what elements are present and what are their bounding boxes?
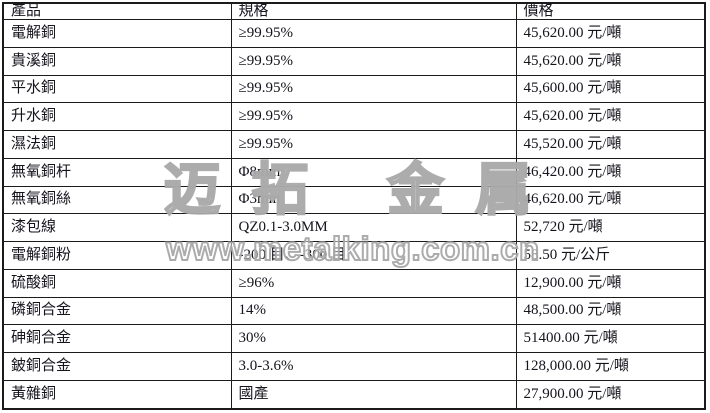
product-cell: 電解銅 <box>2 19 232 48</box>
spec-cell: -200 目、-300 目 <box>230 241 517 270</box>
column-header-spec: 規格 <box>230 2 517 20</box>
spec-cell: ≥99.95% <box>230 102 517 131</box>
price-cell: 27,900.00 元/噸 <box>515 379 706 410</box>
price-table: 產品 規格 價格 電解銅 ≥99.95% 45,620.00 元/噸 貴溪銅 ≥99.9… <box>2 2 706 410</box>
price-cell: 58.50 元/公斤 <box>515 241 706 270</box>
price-cell: 52,720 元/噸 <box>515 213 706 242</box>
product-cell: 升水銅 <box>2 102 232 131</box>
product-cell: 電解銅粉 <box>2 241 232 270</box>
product-cell: 無氧銅絲 <box>2 185 232 215</box>
price-cell: 45,600.00 元/噸 <box>515 74 706 104</box>
table-row: 濕法銅 ≥99.95% 45,520.00 元/噸 <box>2 130 706 159</box>
price-cell: 48,500.00 元/噸 <box>515 296 706 326</box>
table-row: 砷銅合金 30% 51400.00 元/噸 <box>2 324 706 353</box>
column-header-price: 價格 <box>515 2 706 20</box>
table-row: 漆包線 QZ0.1-3.0MM 52,720 元/噸 <box>2 213 706 242</box>
product-cell: 硫酸銅 <box>2 268 232 298</box>
price-cell: 45,620.00 元/噸 <box>515 102 706 131</box>
product-cell: 平水銅 <box>2 74 232 104</box>
column-header-product: 產品 <box>2 2 232 20</box>
table-row: 平水銅 ≥99.95% 45,600.00 元/噸 <box>2 74 706 104</box>
price-cell: 45,620.00 元/噸 <box>515 46 706 76</box>
table-row: 電解銅粉 -200 目、-300 目 58.50 元/公斤 <box>2 241 706 270</box>
spec-cell: ≥99.95% <box>230 19 517 48</box>
spec-cell: 14% <box>230 296 517 326</box>
table-row: 升水銅 ≥99.95% 45,620.00 元/噸 <box>2 102 706 131</box>
table-body: 電解銅 ≥99.95% 45,620.00 元/噸 貴溪銅 ≥99.95% 45,620.… <box>2 19 706 410</box>
spec-cell: Φ8mm <box>230 157 517 187</box>
table-row: 電解銅 ≥99.95% 45,620.00 元/噸 <box>2 19 706 48</box>
price-cell: 46,620.00 元/噸 <box>515 185 706 215</box>
price-cell: 45,620.00 元/噸 <box>515 19 706 48</box>
product-cell: 貴溪銅 <box>2 46 232 76</box>
table-row: 黃雜銅 國產 27,900.00 元/噸 <box>2 379 706 410</box>
table-row: 無氧銅杆 Φ8mm 46,420.00 元/噸 <box>2 157 706 187</box>
product-cell: 砷銅合金 <box>2 324 232 353</box>
table-header-row: 產品 規格 價格 <box>2 2 706 20</box>
spec-cell: Φ3mm <box>230 185 517 215</box>
spec-cell: ≥99.95% <box>230 46 517 76</box>
product-cell: 無氧銅杆 <box>2 157 232 187</box>
price-cell: 12,900.00 元/噸 <box>515 268 706 298</box>
product-cell: 黃雜銅 <box>2 379 232 410</box>
spec-cell: ≥99.95% <box>230 130 517 159</box>
spec-cell: 30% <box>230 324 517 353</box>
price-cell: 46,420.00 元/噸 <box>515 157 706 187</box>
product-cell: 磷銅合金 <box>2 296 232 326</box>
table-row: 磷銅合金 14% 48,500.00 元/噸 <box>2 296 706 326</box>
spec-cell: ≥96% <box>230 268 517 298</box>
price-cell: 128,000.00 元/噸 <box>515 352 706 381</box>
spec-cell: 國產 <box>230 379 517 410</box>
spec-cell: ≥99.95% <box>230 74 517 104</box>
table-row: 貴溪銅 ≥99.95% 45,620.00 元/噸 <box>2 46 706 76</box>
table-row: 硫酸銅 ≥96% 12,900.00 元/噸 <box>2 268 706 298</box>
product-cell: 濕法銅 <box>2 130 232 159</box>
spec-cell: QZ0.1-3.0MM <box>230 213 517 242</box>
table-row: 無氧銅絲 Φ3mm 46,620.00 元/噸 <box>2 185 706 215</box>
product-cell: 鈹銅合金 <box>2 352 232 381</box>
table-row: 鈹銅合金 3.0-3.6% 128,000.00 元/噸 <box>2 352 706 381</box>
product-cell: 漆包線 <box>2 213 232 242</box>
spec-cell: 3.0-3.6% <box>230 352 517 381</box>
price-cell: 51400.00 元/噸 <box>515 324 706 353</box>
price-cell: 45,520.00 元/噸 <box>515 130 706 159</box>
